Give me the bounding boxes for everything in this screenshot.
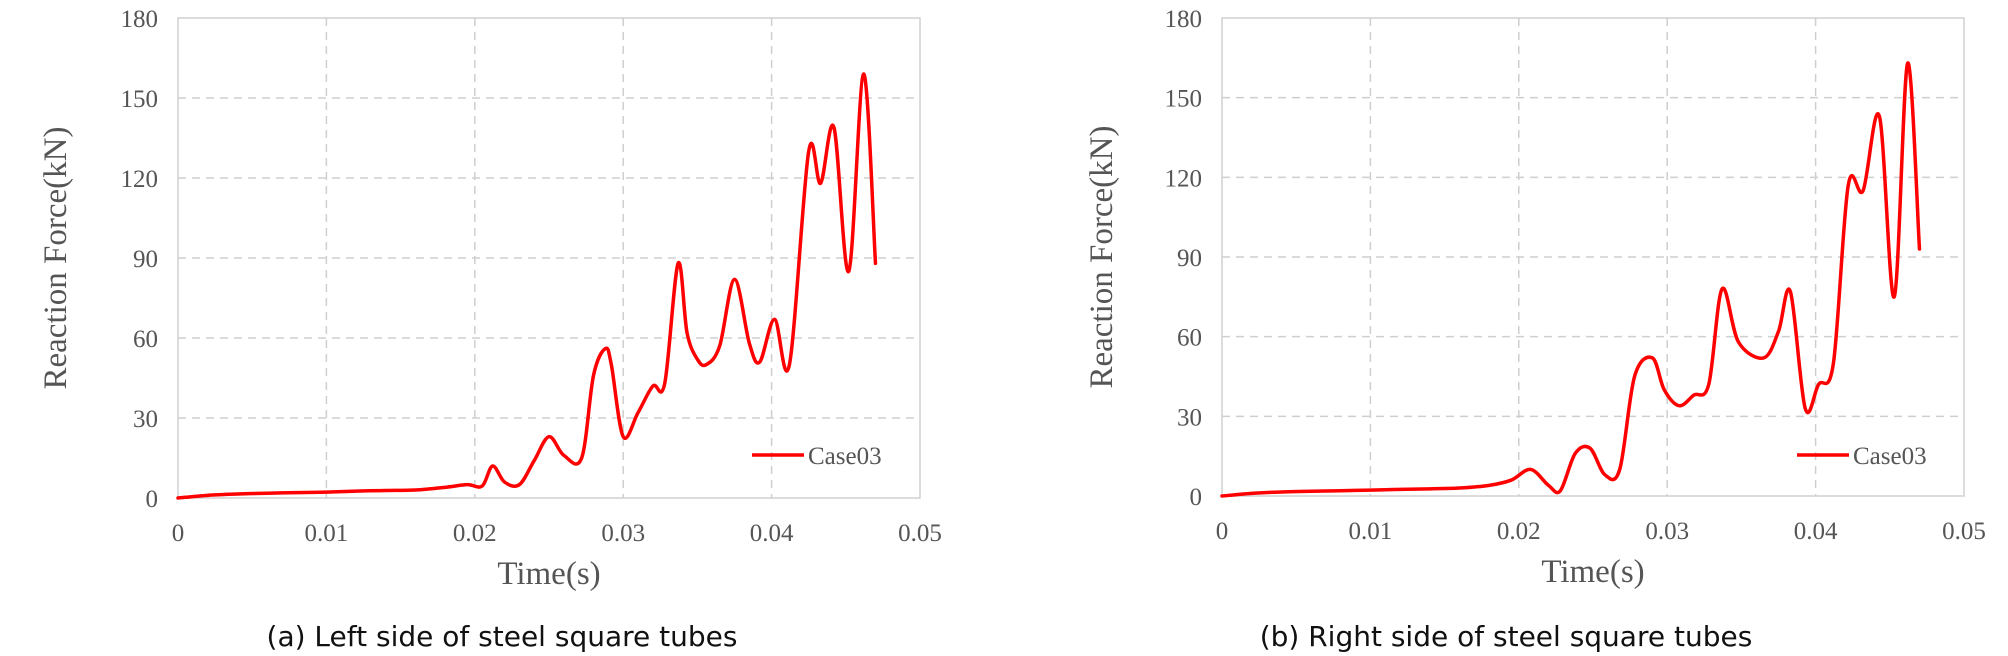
y-tick-label: 30 [1177, 404, 1202, 431]
series-line-case03 [176, 72, 878, 500]
x-axis-title: Time(s) [1541, 554, 1644, 590]
y-tick-label: 60 [133, 326, 158, 353]
x-tick-label: 0.03 [601, 520, 645, 547]
y-tick-label: 180 [121, 6, 159, 33]
y-tick-label: 60 [1177, 325, 1202, 352]
y-tick-label: 0 [146, 486, 159, 513]
x-tick-label: 0.02 [453, 520, 497, 547]
legend-label: Case03 [1853, 443, 1927, 470]
y-tick-label: 30 [133, 406, 158, 433]
series-line-case03 [1220, 61, 1922, 498]
chart-caption-left: (a) Left side of steel square tubes [266, 620, 738, 653]
y-axis-title: Reaction Force(kN) [1084, 126, 1120, 389]
x-tick-label: 0 [1216, 518, 1229, 545]
chart-right: 0 30 60 90 120 150 180 0 0.01 0.02 0.03 0.04 0.05 Tim… [1084, 6, 1986, 590]
y-tick-label: 150 [121, 86, 159, 113]
x-tick-label: 0 [172, 520, 185, 547]
x-tick-label: 0.03 [1645, 518, 1689, 545]
x-tick-label: 0.05 [898, 520, 942, 547]
chart-panel-right: 0 30 60 90 120 150 180 0 0.01 0.02 0.03 0.04 0.05 Tim… [1004, 0, 2008, 656]
x-tick-label: 0.04 [1794, 518, 1838, 545]
y-tick-label: 150 [1165, 86, 1203, 113]
legend-label: Case03 [808, 443, 882, 470]
y-tick-label: 0 [1190, 484, 1203, 511]
y-axis-title: Reaction Force(kN) [38, 127, 74, 390]
y-tick-label: 90 [133, 246, 158, 273]
x-tick-label: 0.04 [750, 520, 794, 547]
y-tick-label: 90 [1177, 245, 1202, 272]
x-tick-label: 0.02 [1497, 518, 1541, 545]
x-axis-title: Time(s) [497, 556, 600, 592]
y-tick-label: 180 [1165, 6, 1203, 33]
chart-left: 0 30 60 90 120 150 180 0 0.01 0.02 0.03 0.04 0.05 Tim… [38, 6, 942, 592]
x-tick-label: 0.01 [1349, 518, 1393, 545]
y-tick-label: 120 [1165, 165, 1203, 192]
y-tick-label: 120 [121, 166, 159, 193]
x-tick-label: 0.01 [305, 520, 349, 547]
chart-caption-right: (b) Right side of steel square tubes [1259, 620, 1753, 653]
chart-panel-left: 0 30 60 90 120 150 180 0 0.01 0.02 0.03 0.04 0.05 Tim… [38, 6, 942, 653]
x-tick-label: 0.05 [1942, 518, 1986, 545]
